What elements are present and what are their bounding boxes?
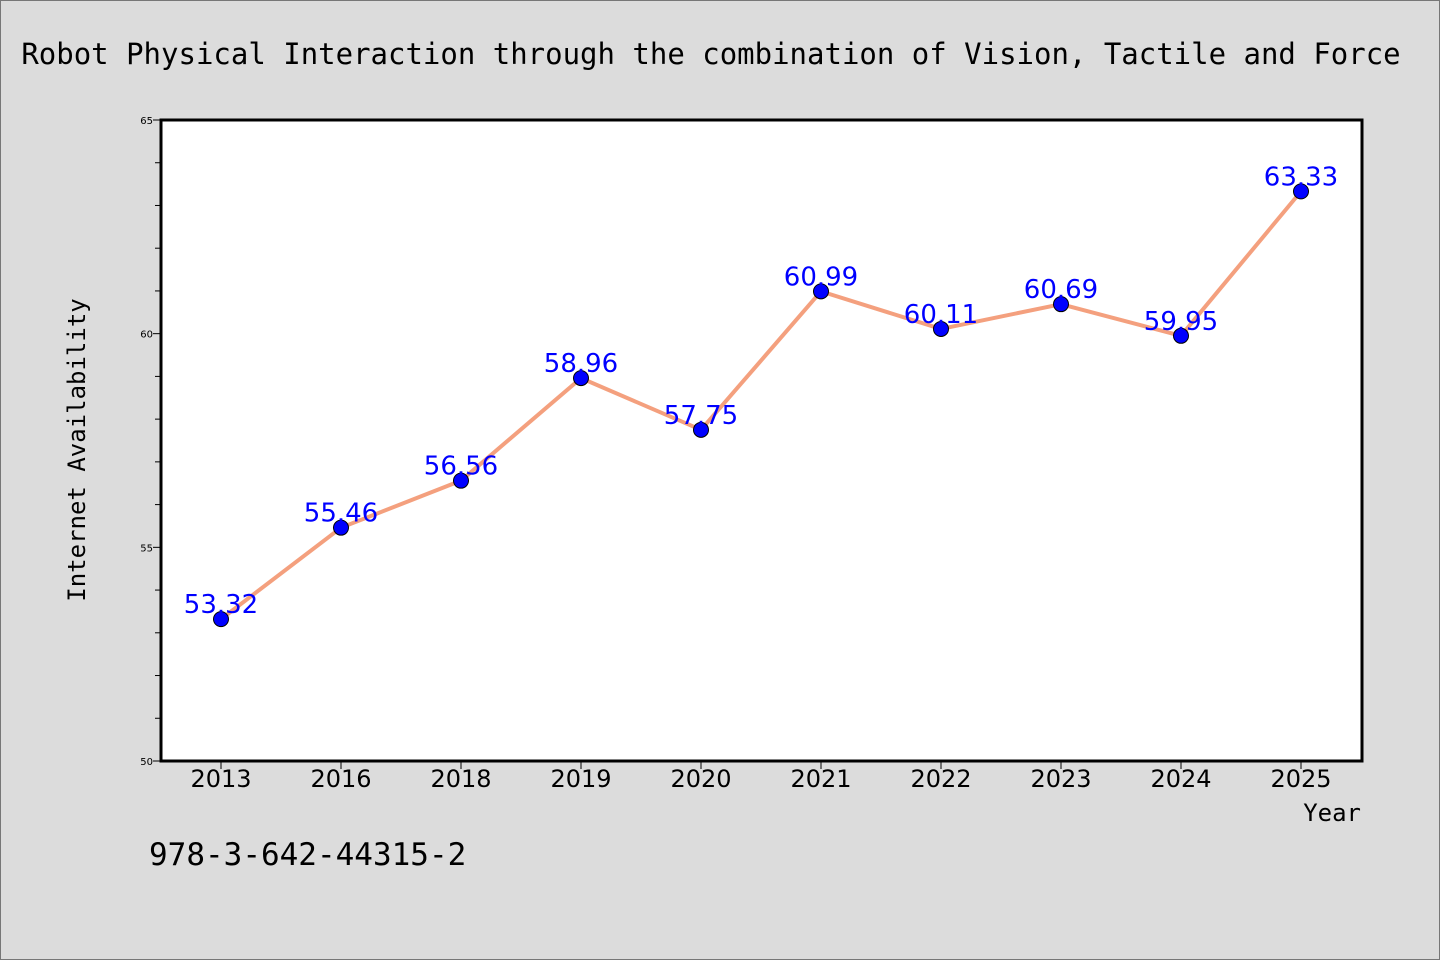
data-label: 60.99 [784,262,858,292]
data-point [1173,327,1189,344]
data-point [813,283,829,300]
x-tick-label: 2025 [1270,765,1331,793]
x-tick-label: 2016 [310,765,371,793]
x-tick-label: 2020 [670,765,731,793]
x-tick-label: 2013 [190,765,251,793]
data-label: 60.11 [904,300,978,330]
data-point [933,320,949,337]
data-point [573,370,589,387]
y-tick-label: 60 [140,330,153,341]
data-point [333,519,349,536]
y-tick-label: 65 [140,116,153,127]
y-axis: 50 55 60 65 [140,116,161,768]
data-label: 57.75 [664,401,738,431]
data-label: 59.95 [1144,307,1218,337]
data-labels: 53.32 55.46 56.56 58.96 57.75 60.99 60.11 60.69… [184,162,1338,620]
plot-area [159,118,1364,763]
data-label: 55.46 [304,499,378,529]
data-point [1293,183,1309,200]
chart-title: Robot Physical Interaction through the c… [21,37,1400,71]
data-point [453,472,469,489]
data-label: 56.56 [424,452,498,482]
x-tick-label: 2021 [790,765,851,793]
data-point [1053,296,1069,313]
x-tick-label: 2022 [910,765,971,793]
data-point [213,611,229,628]
y-tick-label: 50 [140,757,153,768]
x-axis: 2013 2016 2018 2019 2020 2021 2022 2023 2024 2025 [190,761,1332,793]
x-axis-label: Year [1303,799,1361,827]
x-tick-label: 2023 [1030,765,1091,793]
data-label: 53.32 [184,590,258,620]
data-label: 58.96 [544,349,618,379]
y-tick-label: 55 [140,543,153,554]
x-tick-label: 2024 [1150,765,1211,793]
y-axis-label: Internet Availability [63,298,91,601]
series-line [219,190,1303,621]
data-label: 63.33 [1264,162,1338,192]
data-point [693,421,709,438]
series-markers [213,183,1309,628]
isbn-text: 978-3-642-44315-2 [149,837,466,873]
data-label: 60.69 [1024,275,1098,305]
x-tick-label: 2018 [430,765,491,793]
x-tick-label: 2019 [550,765,611,793]
